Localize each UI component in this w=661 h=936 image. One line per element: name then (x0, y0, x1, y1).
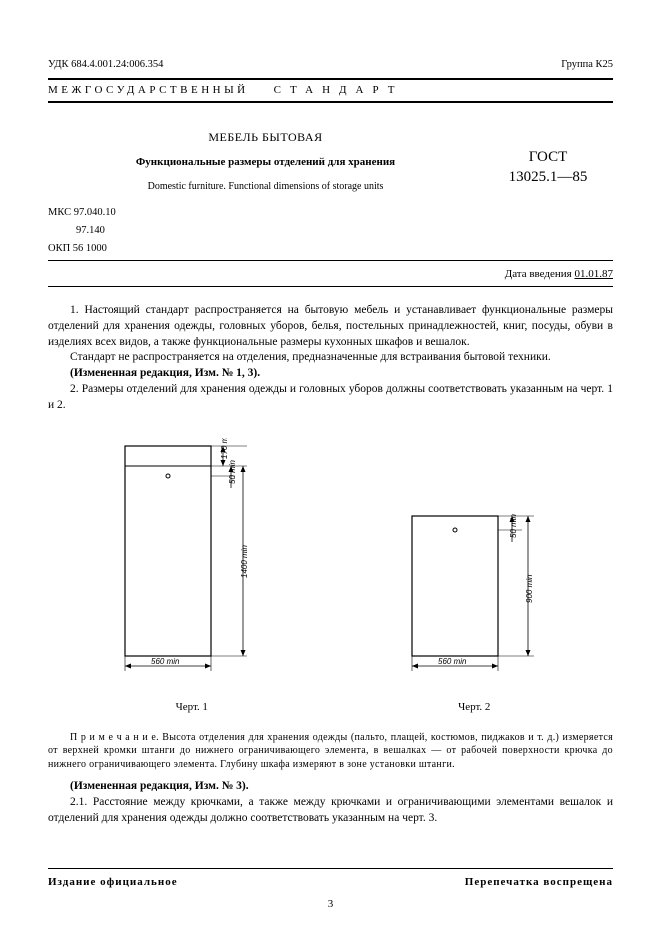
figure-1-caption: Черт. 1 (107, 700, 277, 715)
paragraph-6: 2.1. Расстояние между крючками, а также … (48, 795, 613, 827)
divider-2 (48, 286, 613, 287)
mks-line1: МКС 97.040.10 (48, 206, 613, 220)
title-line1: МЕБЕЛЬ БЫТОВАЯ (48, 129, 483, 145)
paragraph-2: Стандарт не распространяется на отделени… (48, 350, 613, 366)
gost-number: ГОСТ 13025.1—85 (483, 129, 613, 188)
header-line: УДК 684.4.001.24:006.354 Группа К25 (48, 58, 613, 72)
figure-2-caption: Черт. 2 (394, 700, 554, 715)
title-left: МЕБЕЛЬ БЫТОВАЯ Функциональные размеры от… (48, 129, 483, 194)
interstate-right: СТАНДАРТ (274, 84, 404, 96)
interstate-left: МЕЖГОСУДАРСТВЕННЫЙ (48, 84, 249, 96)
paragraph-1: 1. Настоящий стандарт распространяется н… (48, 303, 613, 351)
figure-2: 50 min 900 min 560 min Черт. 2 (394, 508, 554, 715)
dim-170: 170 min (220, 438, 229, 459)
mks-line2: 97.140 (48, 224, 613, 238)
footer-left: Издание официальное (48, 875, 178, 890)
udk-code: УДК 684.4.001.24:006.354 (48, 58, 163, 72)
intro-date: Дата введения 01.01.87 (48, 267, 613, 282)
gost-value: 13025.1—85 (483, 167, 613, 187)
title-block: МЕБЕЛЬ БЫТОВАЯ Функциональные размеры от… (48, 129, 613, 194)
footer-line: Издание официальное Перепечатка воспреще… (48, 868, 613, 890)
dim-900: 900 min (525, 574, 534, 603)
group-code: Группа К25 (561, 58, 613, 72)
dim-50: 50 min (228, 459, 237, 484)
dim-1400: 1400 min (240, 544, 249, 577)
dim-560-1: 560 min (151, 657, 180, 666)
paragraph-3: (Измененная редакция, Изм. № 1, 3). (48, 366, 613, 382)
page: УДК 684.4.001.24:006.354 Группа К25 МЕЖГ… (0, 0, 661, 936)
dim-560-2: 560 min (438, 657, 467, 666)
divider (48, 260, 613, 261)
okp-line: ОКП 56 1000 (48, 242, 613, 256)
paragraph-4: 2. Размеры отделений для хранения одежды… (48, 382, 613, 414)
footer-right: Перепечатка воспрещена (465, 875, 613, 890)
figure-1: 170 min 50 min 1400 min 560 min Черт. 1 (107, 438, 277, 715)
title-line3: Domestic furniture. Functional dimension… (48, 180, 483, 194)
figure-2-svg: 50 min 900 min 560 min (394, 508, 554, 683)
dim-50-2: 50 min (509, 513, 518, 538)
title-line2: Функциональные размеры отделений для хра… (48, 155, 483, 170)
note-paragraph: П р и м е ч а н и е. Высота отделения дл… (48, 731, 613, 772)
figures-row: 170 min 50 min 1400 min 560 min Черт. 1 (48, 438, 613, 715)
interstate-banner: МЕЖГОСУДАРСТВЕННЫЙ СТАНДАРТ (48, 78, 613, 103)
page-number: 3 (0, 897, 661, 912)
intro-date-value: 01.01.87 (575, 268, 614, 280)
intro-date-label: Дата введения (505, 268, 575, 280)
figure-1-svg: 170 min 50 min 1400 min 560 min (107, 438, 277, 683)
gost-label: ГОСТ (483, 147, 613, 167)
paragraph-5: (Измененная редакция, Изм. № 3). (48, 779, 613, 795)
